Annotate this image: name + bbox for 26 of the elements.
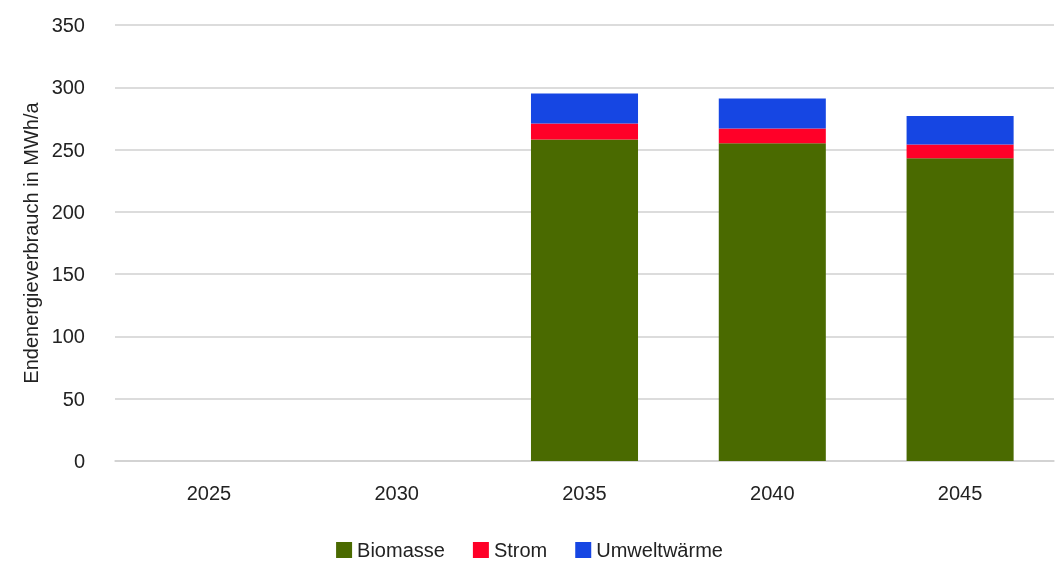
bar [530,123,639,140]
bar [530,139,639,461]
y-tick-label: 250 [51,138,85,161]
bar [718,143,826,461]
legend-label: Strom [493,539,548,561]
legend-label: Umweltwärme [596,539,723,561]
x-tick-label: 2040 [750,482,795,504]
x-tick-label: 2025 [186,482,232,504]
y-tick-label: 100 [51,325,85,348]
y-tick-label: 350 [51,14,85,36]
x-tick-label: 2035 [562,482,607,504]
y-tick-label: 150 [51,263,85,286]
x-tick-label: 2030 [374,482,419,504]
y-tick-label: 300 [51,76,85,99]
legend-label: Biomasse [357,539,445,561]
y-tick-label: 50 [62,387,85,410]
y-tick-label: 0 [73,450,85,472]
bar [718,98,826,129]
y-axis-title: Endenergieverbrauch in MWh/a [19,101,42,384]
bar [718,128,826,144]
bar [906,158,1014,461]
bar [906,115,1014,145]
y-tick-label: 200 [51,200,85,223]
bar [530,93,639,124]
bar [906,144,1014,159]
x-tick-label: 2045 [937,482,983,504]
